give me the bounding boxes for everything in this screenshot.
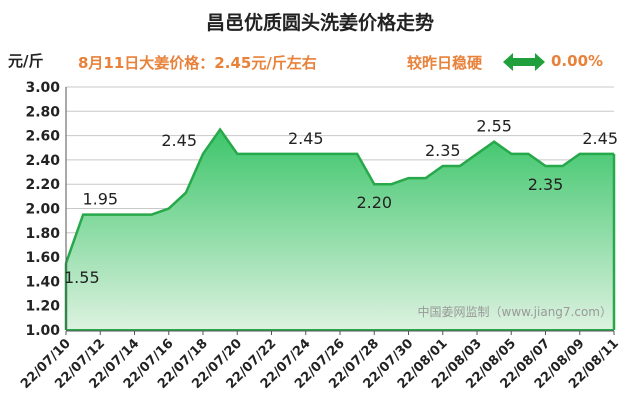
y-tick-label: 2.20 bbox=[25, 177, 60, 193]
data-label: 2.20 bbox=[356, 193, 392, 212]
data-label: 2.35 bbox=[425, 141, 461, 160]
data-label: 2.55 bbox=[476, 117, 512, 136]
price-note: 8月11日大姜价格：2.45元/斤左右 bbox=[78, 54, 317, 72]
data-label: 1.55 bbox=[64, 268, 100, 287]
watermark: 中国姜网监制（www.jiang7.com） bbox=[418, 304, 612, 319]
double-arrow-icon bbox=[503, 53, 545, 71]
data-label: 2.45 bbox=[288, 129, 324, 148]
y-axis-unit: 元/斤 bbox=[8, 52, 44, 70]
y-tick-label: 1.80 bbox=[25, 226, 60, 242]
y-tick-label: 1.20 bbox=[25, 299, 60, 315]
data-labels: 1.55 1.95 2.45 2.45 2.20 2.35 2.55 2.35 2.45 bbox=[64, 117, 618, 287]
data-label: 2.35 bbox=[528, 175, 564, 194]
area-fill bbox=[66, 129, 614, 330]
data-label: 2.45 bbox=[161, 131, 197, 150]
y-tick-label: 3.00 bbox=[25, 80, 60, 96]
y-tick-label: 2.60 bbox=[25, 129, 60, 145]
y-tick-label: 1.00 bbox=[25, 323, 60, 339]
data-label: 2.45 bbox=[582, 129, 618, 148]
y-tick-label: 2.00 bbox=[25, 202, 60, 218]
trend-percent: 0.00% bbox=[551, 52, 604, 70]
trend-label: 较昨日稳硬 bbox=[407, 54, 483, 72]
data-label: 1.95 bbox=[82, 190, 118, 209]
y-tick-label: 2.80 bbox=[25, 104, 60, 120]
y-tick-label: 2.40 bbox=[25, 153, 60, 169]
y-tick-label: 1.60 bbox=[25, 250, 60, 266]
chart-title: 昌邑优质圆头洗姜价格走势 bbox=[205, 12, 434, 34]
price-line bbox=[64, 127, 614, 264]
y-tick-label: 1.40 bbox=[25, 274, 60, 290]
